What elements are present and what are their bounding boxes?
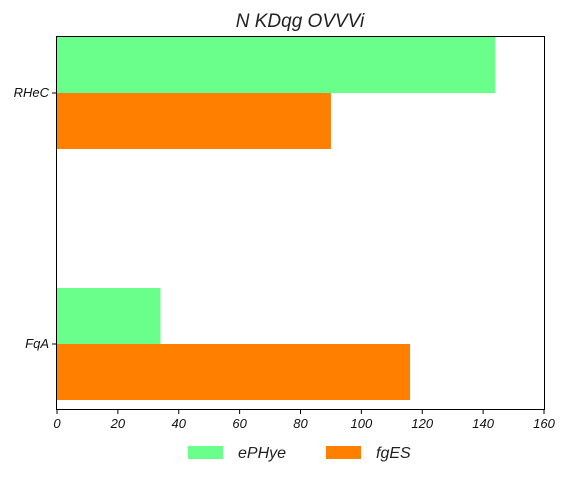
x-tick-label: 140 [472,416,494,431]
legend: ePHye fgES [188,445,411,462]
bar-ePHye-FqA [57,288,161,344]
bar-ePHye-RHeC [57,37,496,93]
x-tick-label: 20 [110,416,126,431]
x-tick-label: 0 [53,416,61,431]
bar-fgES-RHeC [57,93,331,149]
chart-title: N KDqg OVVVi [236,11,365,32]
x-tick-label: 120 [411,416,433,431]
y-axis: RHeC FqA [14,85,57,351]
x-tick-label: 80 [293,416,308,431]
y-category-label: FqA [25,336,49,351]
legend-label: fgES [376,445,411,462]
x-tick-label: 160 [533,416,555,431]
legend-swatch [188,446,223,459]
bar-fgES-FqA [57,344,411,400]
x-axis: 0 20 40 60 80 100 120 140 160 [53,409,556,431]
y-category-label: RHeC [14,85,50,100]
bars-group [57,37,496,400]
x-tick-label: 100 [351,416,373,431]
x-tick-label: 60 [232,416,247,431]
legend-label: ePHye [238,445,286,462]
x-tick-label: 40 [172,416,187,431]
legend-swatch [326,446,361,459]
